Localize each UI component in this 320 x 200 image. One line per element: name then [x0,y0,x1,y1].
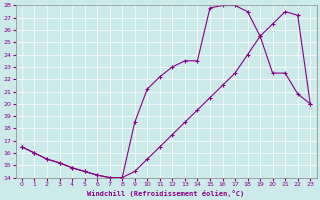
X-axis label: Windchill (Refroidissement éolien,°C): Windchill (Refroidissement éolien,°C) [87,190,245,197]
